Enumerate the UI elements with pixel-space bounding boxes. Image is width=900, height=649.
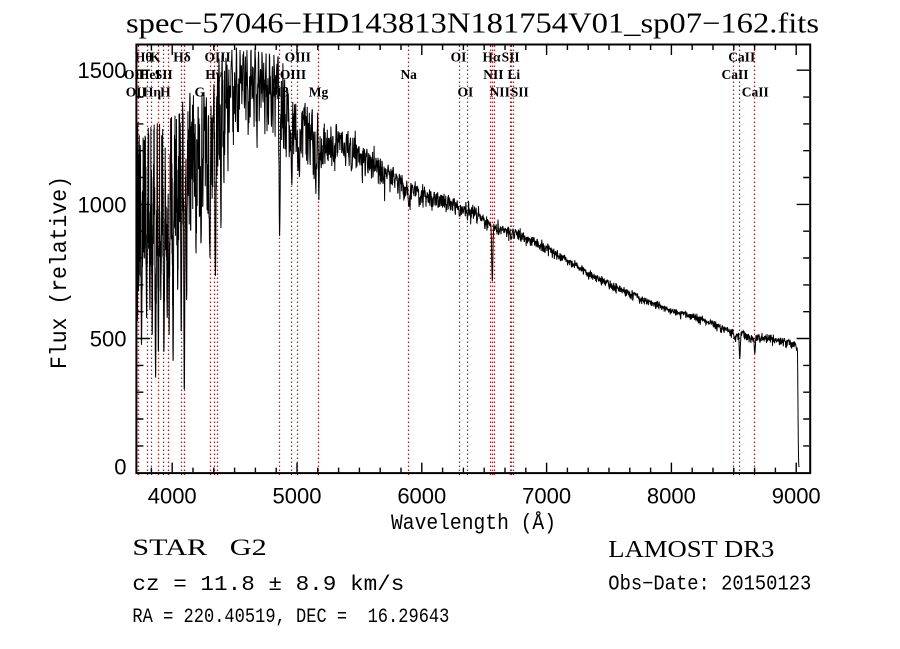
svg-text:cz = 11.8 ± 8.9 km/s: cz = 11.8 ± 8.9 km/s — [132, 573, 404, 597]
svg-text:H: H — [160, 84, 171, 99]
svg-text:Flux (relative): Flux (relative) — [47, 176, 73, 369]
svg-text:500: 500 — [90, 327, 127, 352]
svg-text:8000: 8000 — [647, 484, 696, 509]
svg-text:NII: NII — [483, 67, 503, 82]
svg-text:7000: 7000 — [522, 484, 571, 509]
svg-text:Hη: Hη — [143, 84, 162, 99]
svg-text:4000: 4000 — [148, 484, 197, 509]
svg-text:1000: 1000 — [78, 192, 127, 217]
svg-text:OI: OI — [451, 50, 467, 65]
svg-text:Na: Na — [400, 67, 417, 82]
svg-text:Wavelength (Å): Wavelength (Å) — [391, 510, 556, 536]
svg-text:SII: SII — [511, 84, 529, 99]
svg-text:OIII: OIII — [285, 50, 311, 65]
svg-text:1500: 1500 — [78, 58, 127, 83]
svg-text:HeI: HeI — [139, 67, 161, 82]
svg-text:6000: 6000 — [397, 484, 446, 509]
svg-text:Li: Li — [507, 67, 520, 82]
svg-text:0: 0 — [114, 454, 126, 479]
svg-text:CaII: CaII — [742, 84, 769, 99]
svg-text:5000: 5000 — [273, 484, 322, 509]
svg-text:RA = 220.40519, DEC = 16.2964: RA = 220.40519, DEC = 16.29643 — [132, 606, 449, 629]
svg-text:Obs−Date: 20150123: Obs−Date: 20150123 — [608, 574, 811, 597]
svg-text:OIII: OIII — [280, 67, 306, 82]
svg-text:Hβ: Hβ — [271, 84, 289, 99]
svg-text:OIII: OIII — [204, 50, 230, 65]
svg-text:G: G — [194, 84, 205, 99]
svg-text:OII: OII — [126, 84, 147, 99]
svg-text:STAR G2: STAR G2 — [132, 535, 266, 560]
svg-text:Hθ: Hθ — [135, 50, 153, 65]
svg-text:Hα: Hα — [482, 50, 501, 65]
svg-text:NII: NII — [490, 84, 510, 99]
svg-text:CaII: CaII — [728, 50, 755, 65]
svg-text:OII: OII — [124, 67, 145, 82]
svg-text:K: K — [150, 50, 161, 65]
svg-text:CaII: CaII — [721, 67, 748, 82]
svg-text:SII: SII — [155, 67, 173, 82]
svg-text:Hγ: Hγ — [205, 67, 223, 82]
svg-text:SII: SII — [502, 50, 520, 65]
svg-text:Mg: Mg — [309, 84, 329, 99]
svg-text:Hδ: Hδ — [173, 50, 191, 65]
svg-text:9000: 9000 — [772, 484, 821, 509]
svg-text:LAMOST DR3: LAMOST DR3 — [608, 537, 774, 563]
svg-text:spec−57046−HD143813N181754V01_: spec−57046−HD143813N181754V01_sp07−162.f… — [126, 9, 819, 40]
svg-text:OI: OI — [458, 84, 474, 99]
